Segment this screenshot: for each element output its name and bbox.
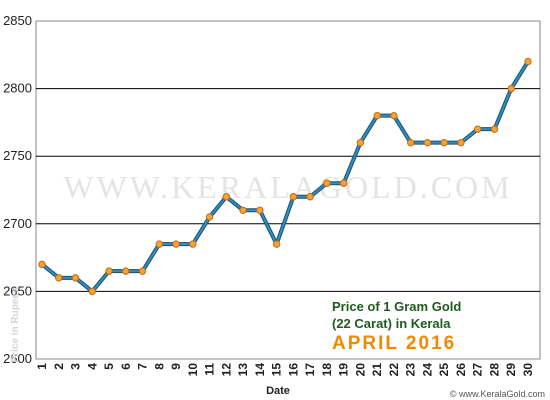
x-tick-label: 16	[286, 363, 300, 377]
data-point	[507, 84, 515, 93]
data-point	[38, 260, 46, 269]
data-point	[71, 274, 80, 282]
y-tick-label: 2650	[3, 283, 32, 298]
y-axis: 2600 2650 2700 2750 2800 2850	[3, 13, 32, 366]
x-axis-title: Date	[266, 385, 290, 397]
x-tick-label: 9	[169, 363, 183, 370]
data-point	[55, 274, 63, 282]
x-tick-label: 11	[203, 363, 217, 376]
x-tick-label: 5	[102, 363, 116, 370]
x-tick-label: 19	[337, 363, 351, 377]
data-point	[122, 267, 130, 275]
footer-credit: © www.KeralaGold.com	[450, 389, 545, 399]
data-point	[172, 240, 180, 248]
data-point	[105, 267, 113, 275]
x-tick-label: 13	[236, 363, 250, 377]
x-tick-label: 30	[521, 363, 535, 377]
x-tick-label: 23	[404, 363, 418, 377]
data-point	[524, 57, 532, 66]
x-tick-label: 17	[303, 363, 317, 377]
x-tick-label: 6	[119, 363, 133, 370]
y-tick-label: 2600	[3, 351, 32, 366]
data-point	[406, 138, 415, 147]
x-tick-label: 24	[420, 363, 434, 377]
data-point	[256, 206, 264, 214]
data-point	[474, 125, 482, 133]
data-point	[306, 193, 314, 201]
data-point	[339, 179, 348, 187]
x-tick-label: 25	[437, 363, 451, 377]
chart-title-line2: (22 Carat) in Kerala	[332, 316, 451, 331]
x-tick-label: 26	[454, 363, 468, 377]
data-point	[457, 138, 465, 147]
grid	[36, 88, 540, 292]
data-point	[272, 240, 281, 248]
x-axis: 1 2 3 4 5 6 7 8 9 10 11 12 13 14 15 16 17 18 19 20 21 22 23 24 2…	[35, 363, 535, 377]
x-tick-label: 10	[186, 363, 200, 377]
data-point	[490, 125, 499, 133]
x-tick-label: 12	[219, 363, 233, 377]
x-tick-label: 18	[320, 363, 334, 377]
y-axis-title: Price in Rupees	[10, 287, 21, 362]
watermark: WWW.KERALAGOLD.COM	[63, 169, 512, 205]
data-point	[440, 138, 448, 147]
data-point	[138, 267, 147, 275]
series-layer	[38, 57, 532, 296]
data-point	[205, 213, 214, 221]
data-point	[88, 287, 96, 296]
data-point	[323, 179, 331, 187]
x-tick-label: 20	[353, 363, 367, 377]
x-tick-label: 8	[152, 363, 166, 370]
data-point	[189, 240, 197, 248]
x-tick-label: 14	[253, 363, 267, 377]
data-point	[423, 138, 432, 147]
x-tick-label: 2	[52, 363, 66, 370]
x-tick-label: 7	[136, 363, 150, 370]
x-tick-label: 28	[487, 363, 501, 377]
y-tick-label: 2750	[3, 148, 32, 163]
x-tick-label: 22	[387, 363, 401, 377]
data-point	[222, 193, 231, 201]
x-tick-label: 29	[504, 363, 518, 377]
x-tick-label: 15	[270, 363, 284, 377]
y-tick-label: 2700	[3, 216, 32, 231]
x-tick-label: 3	[69, 363, 83, 370]
chart-title-line1: Price of 1 Gram Gold	[332, 299, 461, 314]
data-point	[289, 193, 298, 201]
chart-subtitle: APRIL 2016	[332, 333, 456, 354]
y-tick-label: 2850	[3, 13, 32, 28]
data-point	[356, 138, 365, 147]
data-point	[390, 111, 398, 120]
x-tick-label: 21	[370, 363, 384, 377]
y-tick-label: 2800	[3, 81, 32, 96]
plot-area	[35, 20, 541, 360]
x-tick-label: 4	[85, 363, 99, 370]
x-tick-label: 27	[471, 363, 485, 377]
x-tick-label: 1	[35, 363, 49, 370]
data-point	[239, 206, 247, 214]
data-point	[155, 240, 164, 248]
data-point	[373, 111, 381, 120]
